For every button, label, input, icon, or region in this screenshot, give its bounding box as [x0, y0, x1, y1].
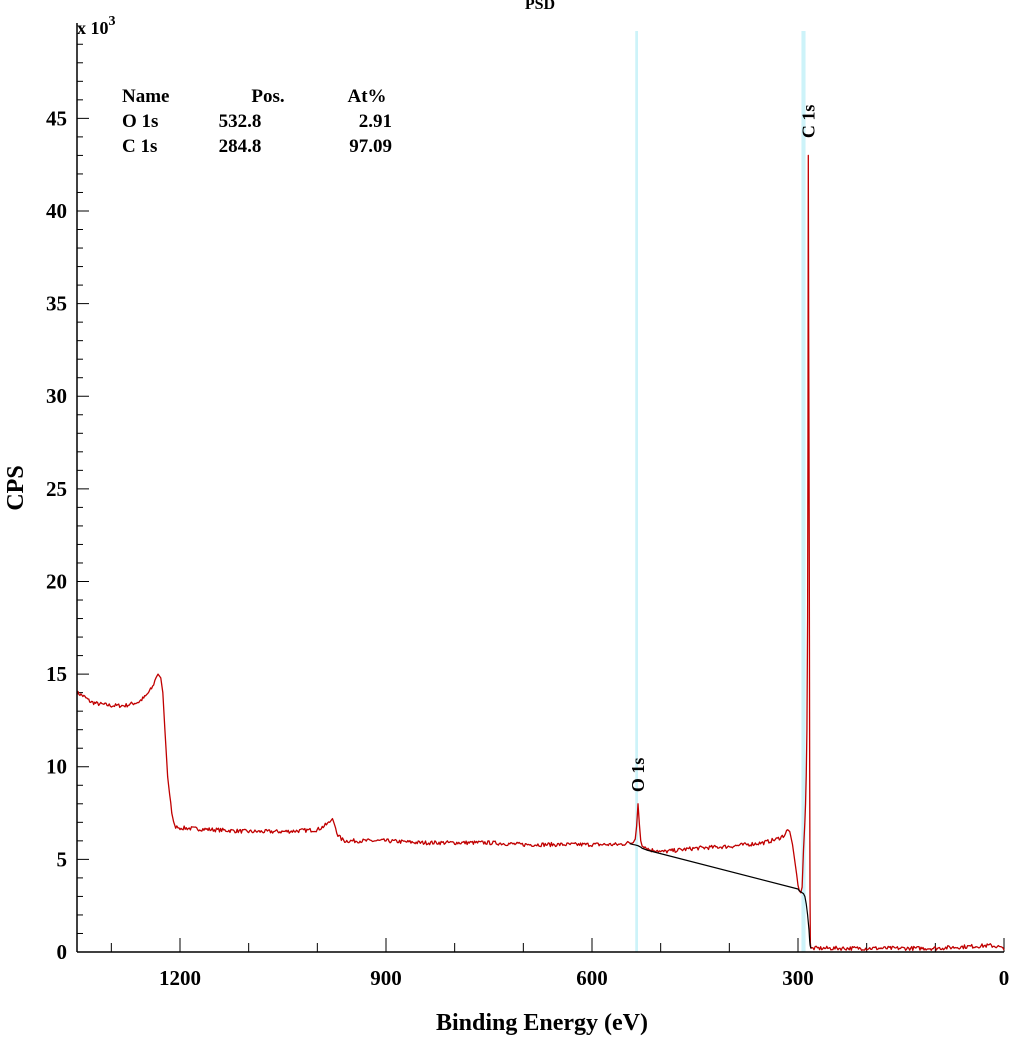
- peak-labels: O 1s C 1s: [628, 105, 818, 792]
- y-multiplier-exponent: 3: [109, 14, 116, 29]
- x-axis-title: Binding Energy (eV): [436, 1010, 648, 1036]
- table-cell: 97.09: [349, 136, 392, 157]
- quant-table: Name Pos. At% O 1s 532.8 2.91 C 1s 284.8 97.09: [122, 86, 392, 157]
- y-tick-labels: 0 5 10 15 20 25 30 35 40 45: [46, 106, 67, 964]
- highlight-bands: [635, 31, 806, 952]
- y-multiplier: x 103: [77, 14, 116, 38]
- peak-label: C 1s: [798, 105, 818, 139]
- y-tick-label: 25: [46, 477, 67, 501]
- peak-label: O 1s: [628, 758, 648, 793]
- x-tick-label: 900: [370, 966, 402, 990]
- y-tick-label: 40: [46, 199, 67, 223]
- y-tick-label: 45: [46, 106, 67, 130]
- x-tick-label: 300: [782, 966, 814, 990]
- table-header-cell: Name: [122, 86, 169, 107]
- y-tick-label: 35: [46, 292, 67, 316]
- table-cell: O 1s: [122, 111, 158, 132]
- x-tick-label: 1200: [159, 966, 201, 990]
- series-layer: [76, 154, 1005, 951]
- table-cell: 284.8: [219, 136, 262, 157]
- x-tick-labels: 1200 900 600 300 0: [159, 966, 1009, 990]
- x-tick-label: 0: [999, 966, 1010, 990]
- table-cell: 532.8: [219, 111, 262, 132]
- y-axis-title: CPS: [3, 465, 29, 510]
- table-cell: 2.91: [359, 111, 392, 132]
- table-header-cell: Pos.: [251, 86, 284, 107]
- table-header-cell: At%: [347, 86, 386, 107]
- minor-ticks: [77, 43, 936, 952]
- x-tick-label: 600: [576, 966, 608, 990]
- major-ticks: [77, 117, 1005, 953]
- y-tick-label: 10: [46, 755, 67, 779]
- spectrum-series-line: [76, 154, 1005, 951]
- y-tick-label: 15: [46, 662, 67, 686]
- y-tick-label: 20: [46, 569, 67, 593]
- chart-title: PSD: [525, 0, 555, 13]
- highlight-band: [801, 31, 806, 952]
- y-tick-label: 5: [57, 847, 68, 871]
- highlight-band: [635, 31, 639, 952]
- y-tick-label: 30: [46, 384, 67, 408]
- table-cell: C 1s: [122, 136, 157, 157]
- y-tick-label: 0: [57, 940, 68, 964]
- spectrum-series-line: [629, 843, 812, 949]
- y-multiplier-base: x 10: [77, 18, 109, 38]
